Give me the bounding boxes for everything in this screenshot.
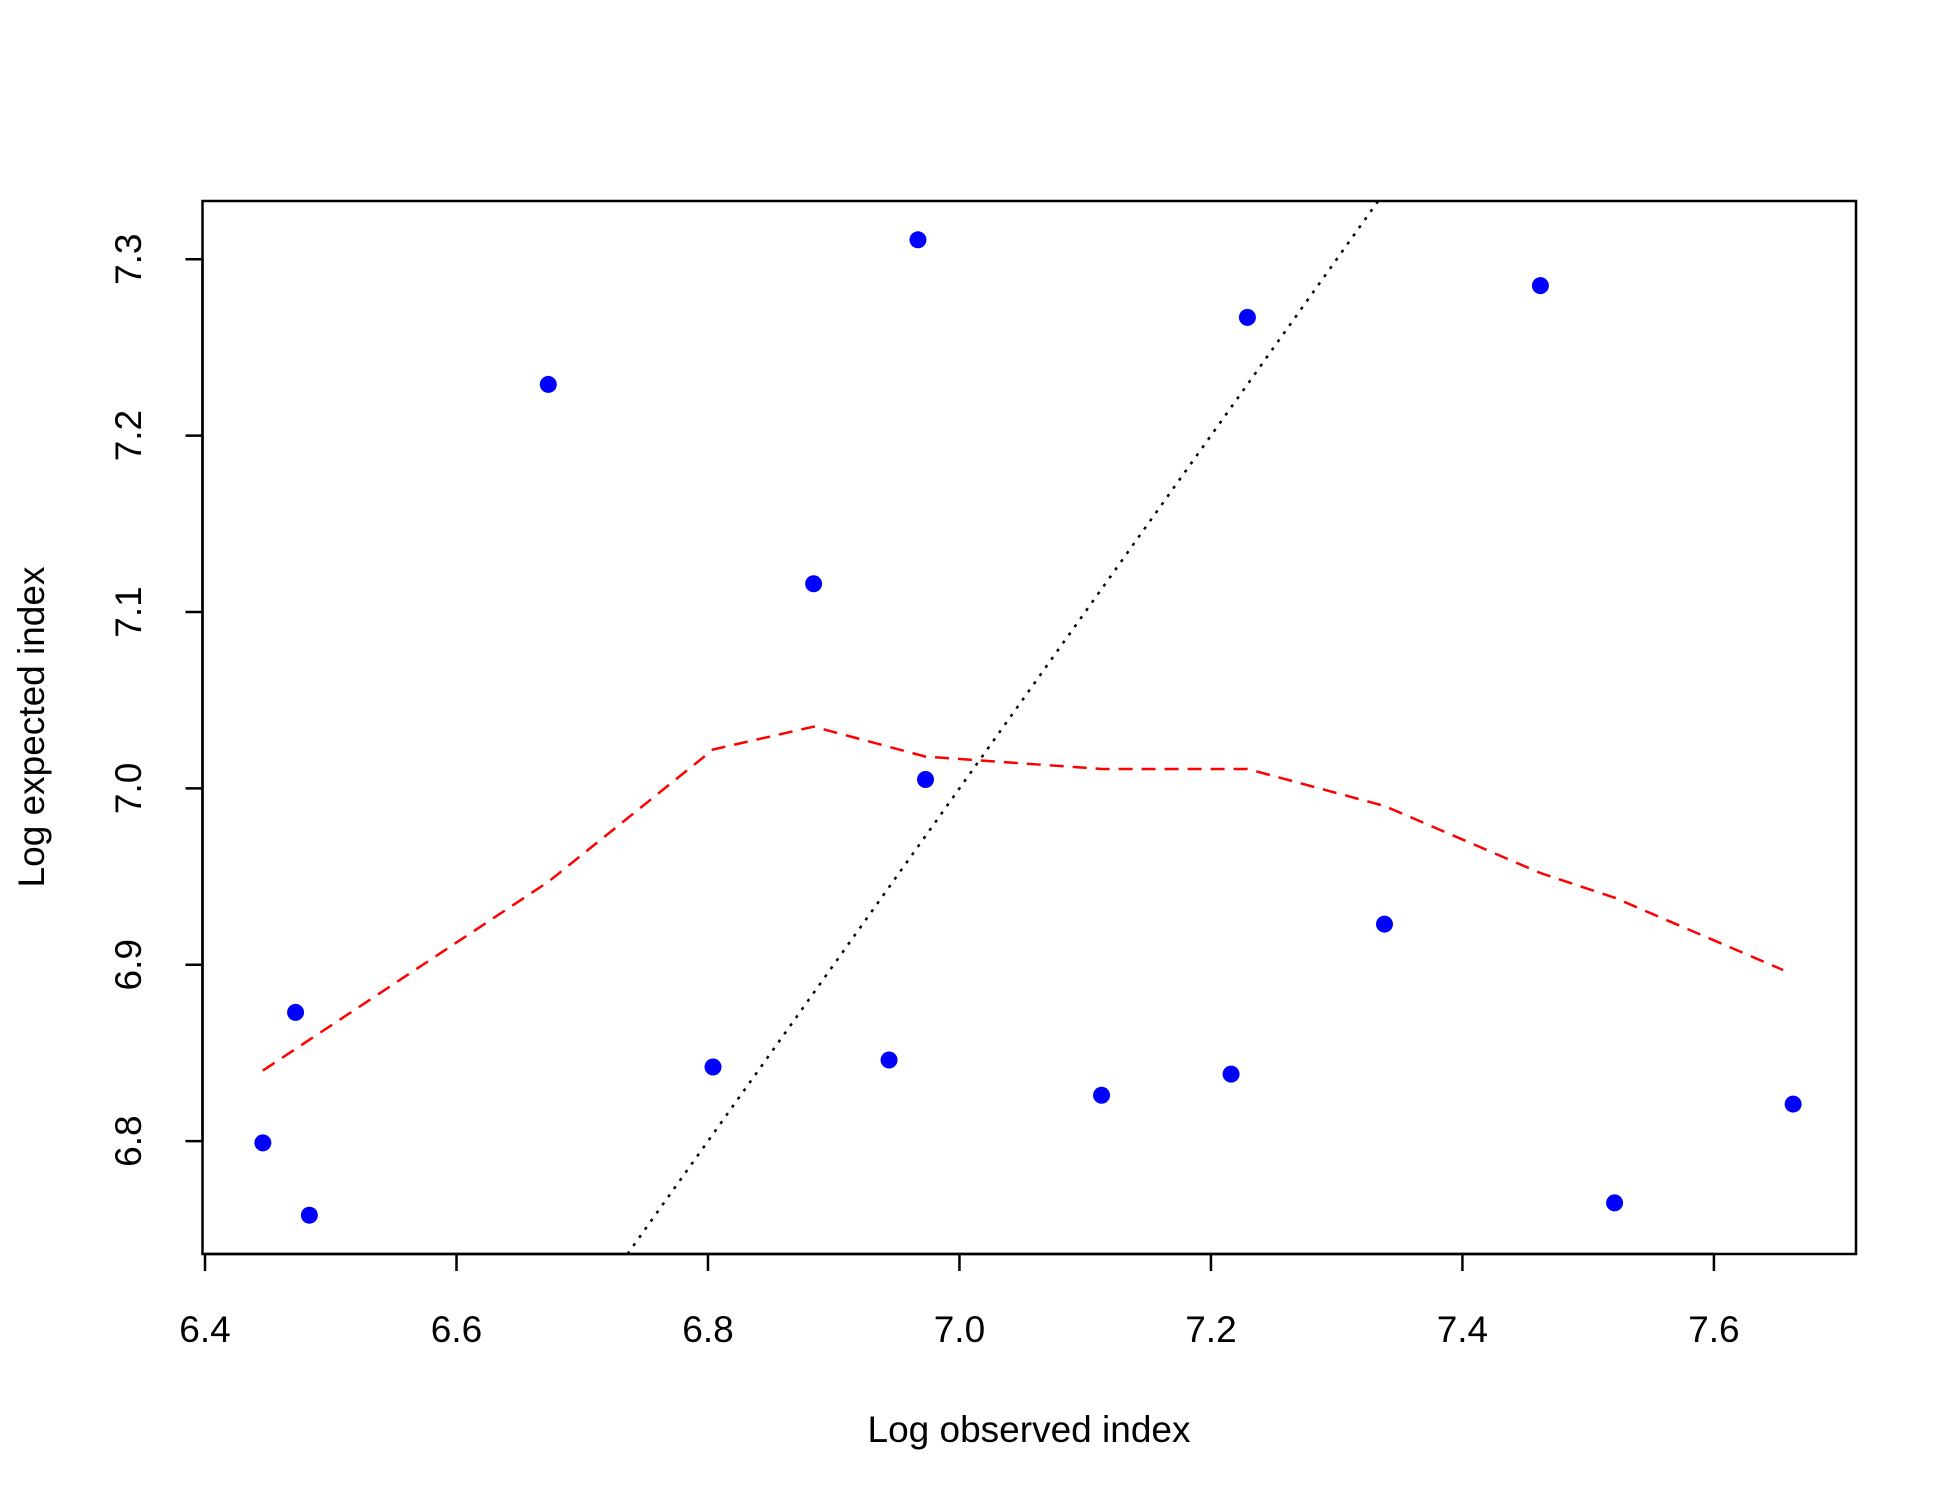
y-tick-label: 7.3 xyxy=(108,233,149,284)
point xyxy=(1375,915,1393,933)
point xyxy=(1784,1095,1802,1113)
point xyxy=(300,1206,318,1224)
x-tick-label: 6.4 xyxy=(179,1309,230,1350)
point xyxy=(880,1051,898,1069)
x-tick-label: 6.8 xyxy=(682,1309,733,1350)
y-axis-label: Log expected index xyxy=(11,566,52,887)
x-tick-label: 7.0 xyxy=(934,1309,985,1350)
point xyxy=(1531,277,1549,295)
y-tick-label: 7.2 xyxy=(108,410,149,461)
point xyxy=(254,1134,272,1152)
point xyxy=(1606,1194,1624,1212)
point xyxy=(539,375,557,393)
x-tick-label: 7.2 xyxy=(1185,1309,1236,1350)
y-tick-label: 7.0 xyxy=(108,763,149,814)
line xyxy=(262,725,1784,1072)
x-tick-label: 7.4 xyxy=(1437,1309,1488,1350)
point xyxy=(287,1003,305,1021)
x-axis-label: Log observed index xyxy=(868,1409,1191,1450)
y-tick-label: 6.9 xyxy=(108,939,149,990)
point xyxy=(1093,1086,1111,1104)
plot-frame xyxy=(201,199,1858,1256)
point xyxy=(704,1058,722,1076)
x-tick-label: 7.6 xyxy=(1688,1309,1739,1350)
y-tick-label: 7.1 xyxy=(108,586,149,637)
line xyxy=(626,201,1380,1254)
point xyxy=(909,231,927,249)
point xyxy=(805,575,823,593)
point xyxy=(917,771,935,789)
point xyxy=(1222,1065,1240,1083)
plot-area xyxy=(254,201,1802,1254)
point xyxy=(1238,308,1256,326)
x-tick-label: 6.6 xyxy=(431,1309,482,1350)
y-tick-label: 6.8 xyxy=(108,1115,149,1166)
